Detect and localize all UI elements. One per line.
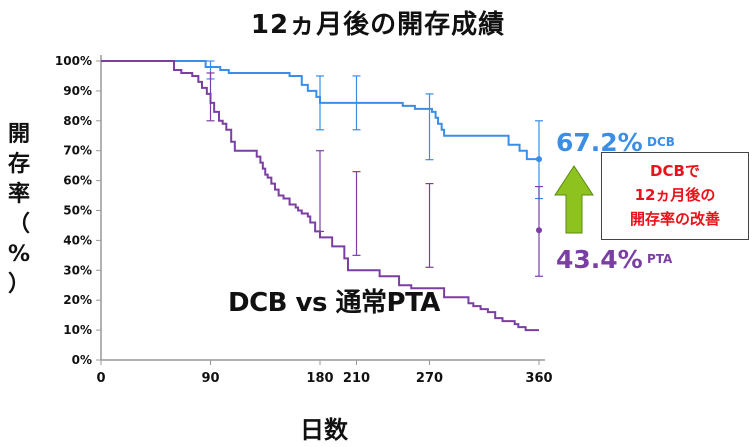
y-axis-label-char: （ [7,212,30,237]
pta-legend-label: PTA [647,252,673,266]
y-axis-label-char: 存 [7,152,30,177]
y-tick-label: 70% [63,144,92,158]
x-tick-label: 0 [96,371,105,386]
y-tick-label: 60% [63,174,92,188]
y-tick-label: 50% [63,204,92,218]
chart-subtitle: DCB vs 通常PTA [228,288,440,318]
series-end-point [536,156,542,163]
y-tick-label: 0% [72,353,92,367]
y-tick-label: 40% [63,233,92,247]
y-tick-label: 10% [63,323,92,337]
y-tick-label: 80% [63,114,92,128]
x-tick-label: 180 [306,371,333,386]
series-line [101,60,539,332]
pta-end-value: 43.4% [556,245,643,274]
y-axis-label-char: % [7,242,31,267]
series-line [101,60,539,161]
annotation-line: 12ヵ月後の [634,186,716,204]
chart-title: 12ヵ月後の開存成績 [250,10,506,40]
series-end-point [536,227,542,234]
y-axis-label-char: ） [7,272,30,297]
y-tick-label: 90% [63,84,92,98]
y-axis-label-char: 開 [7,122,30,147]
y-tick-label: 30% [63,263,92,277]
x-tick-label: 270 [416,371,443,386]
y-tick-label: 20% [63,293,92,307]
x-tick-label: 360 [525,371,552,386]
up-arrow-icon [554,165,594,234]
x-tick-label: 90 [201,371,219,386]
dcb-legend-label: DCB [647,135,675,149]
x-axis-label: 日数 [300,416,348,444]
annotation-box: DCBで 12ヵ月後の 開存率の改善 [601,152,749,240]
annotation-line: 開存率の改善 [629,210,720,228]
annotation-line: DCBで [650,162,700,180]
x-tick-label: 210 [343,371,370,386]
y-axis-label: 開 存 率 （ % ） [6,120,32,300]
y-axis-label-char: 率 [7,182,30,207]
y-tick-label: 100% [55,54,92,68]
